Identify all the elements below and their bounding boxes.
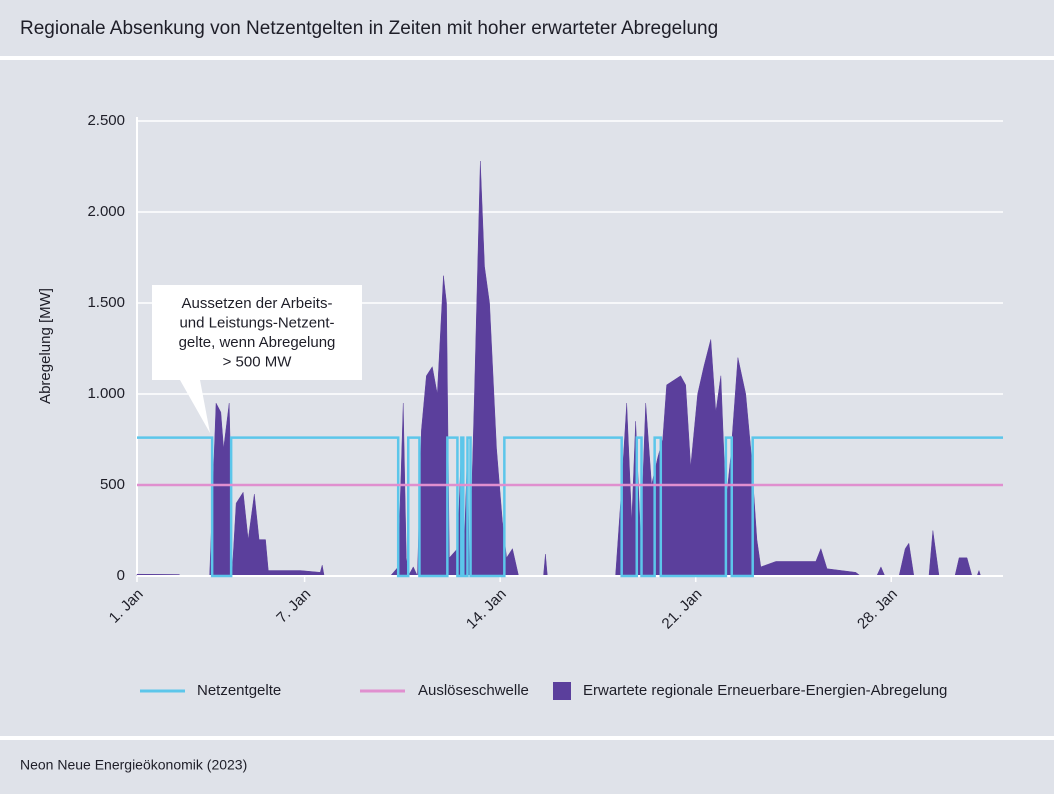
y-tick-label: 0 bbox=[117, 567, 125, 584]
separator bbox=[0, 56, 1054, 60]
y-tick-label: 2.000 bbox=[87, 203, 125, 220]
annotation-text: Aussetzen der Arbeits- bbox=[182, 295, 333, 312]
annotation-text: und Leistungs-Netzent- bbox=[179, 314, 334, 331]
chart-title: Regionale Absenkung von Netzentgelten in… bbox=[20, 18, 718, 39]
line bbox=[137, 436, 1003, 578]
annotation: Aussetzen der Arbeits-und Leistungs-Netz… bbox=[152, 285, 362, 433]
legend-swatch bbox=[553, 682, 571, 700]
callout-box bbox=[152, 285, 362, 433]
legend-label: Netzentgelte bbox=[197, 682, 281, 699]
y-tick-label: 1.500 bbox=[87, 294, 125, 311]
annotation-text: gelte, wenn Abregelung bbox=[179, 334, 336, 351]
y-tick-label: 2.500 bbox=[87, 112, 125, 129]
legend: Netzentgelte Auslöseschwelle Erwartete reg… bbox=[140, 682, 947, 700]
y-tick-label: 500 bbox=[100, 476, 125, 493]
y-axis-label: Abregelung [MW] bbox=[37, 288, 54, 404]
y-tick-label: 1.000 bbox=[87, 385, 125, 402]
annotation-text: > 500 MW bbox=[223, 353, 293, 370]
legend-label: Auslöseschwelle bbox=[418, 682, 529, 699]
separator bbox=[0, 736, 1054, 740]
legend-label: Erwartete regionale Erneuerbare-Energien… bbox=[583, 682, 947, 699]
source: Neon Neue Energieökonomik (2023) bbox=[20, 757, 247, 773]
